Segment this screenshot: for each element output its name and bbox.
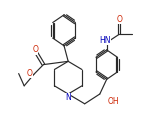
Text: OH: OH (107, 97, 119, 106)
Text: O: O (27, 69, 33, 78)
Text: HN: HN (99, 36, 110, 45)
Text: O: O (116, 15, 122, 24)
Text: O: O (32, 45, 38, 54)
Text: N: N (65, 93, 71, 102)
